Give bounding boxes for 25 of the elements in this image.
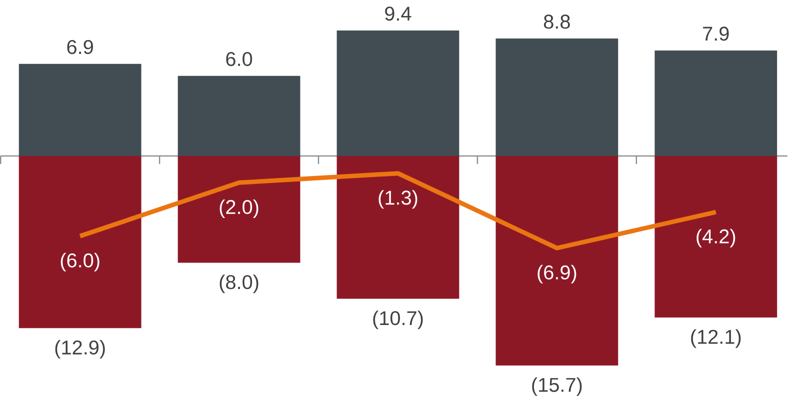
bar (496, 156, 618, 366)
data-label: (8.0) (220, 274, 258, 294)
data-label: (6.0) (60, 253, 100, 272)
data-label: (2.0) (220, 200, 258, 218)
bar (178, 76, 300, 156)
data-label: 8.8 (544, 14, 570, 29)
data-label: (15.7) (532, 378, 582, 396)
bar (654, 50, 778, 156)
data-label: (10.7) (373, 310, 423, 330)
bar (18, 156, 142, 328)
bar (336, 30, 460, 156)
data-label: (4.2) (696, 229, 736, 248)
data-label: 6.0 (226, 52, 252, 66)
data-label: 9.4 (385, 6, 412, 21)
data-label: (1.3) (378, 190, 418, 209)
bar (178, 156, 300, 263)
bar (336, 156, 460, 300)
data-label: 7.9 (703, 26, 729, 41)
bar (496, 38, 618, 156)
data-label: (12.1) (691, 330, 741, 348)
data-label: (12.9) (55, 340, 105, 359)
data-label: (6.9) (538, 265, 576, 284)
bar (18, 64, 142, 156)
data-label: 6.9 (67, 40, 93, 54)
bar (654, 156, 778, 318)
